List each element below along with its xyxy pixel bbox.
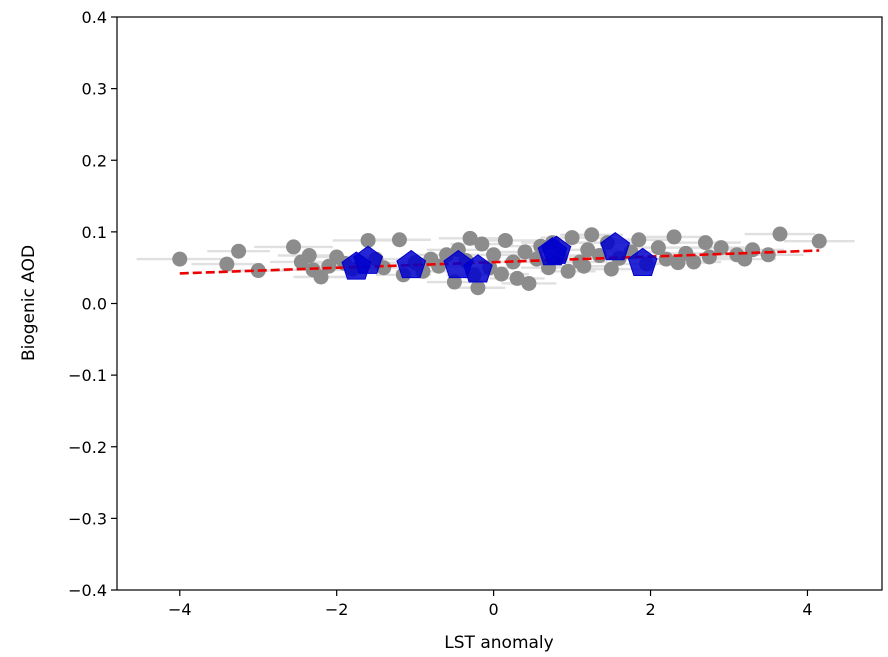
mean-marker xyxy=(396,249,427,279)
data-point xyxy=(431,258,447,274)
data-point xyxy=(521,275,537,291)
data-point xyxy=(666,229,682,245)
x-tick-label: −2 xyxy=(325,600,349,619)
x-tick-label: −4 xyxy=(168,600,192,619)
data-point xyxy=(474,236,490,252)
y-tick-label: 0.1 xyxy=(82,223,107,242)
data-point xyxy=(486,247,502,263)
data-point xyxy=(580,242,596,258)
y-tick-label: 0.0 xyxy=(82,295,107,314)
mean-marker xyxy=(627,247,658,277)
y-tick-label: 0.2 xyxy=(82,151,107,170)
data-point xyxy=(497,232,513,248)
data-point xyxy=(172,251,188,267)
y-tick-label: 0.3 xyxy=(82,80,107,99)
data-point xyxy=(560,263,576,279)
data-point xyxy=(745,242,761,258)
data-point xyxy=(584,227,600,243)
data-point xyxy=(564,230,580,246)
data-point xyxy=(493,266,509,282)
y-tick-label: −0.1 xyxy=(68,366,107,385)
y-axis-ticks: −0.4 −0.3 −0.2 −0.1 0.0 0.1 0.2 0.3 0.4 xyxy=(68,8,117,600)
x-tick-label: 4 xyxy=(802,600,812,619)
y-tick-label: 0.4 xyxy=(82,8,107,27)
x-axis-ticks: −4 −2 0 2 4 xyxy=(168,590,813,619)
data-point xyxy=(576,258,592,274)
fit-line xyxy=(179,249,820,275)
y-tick-label: −0.2 xyxy=(68,438,107,457)
data-point xyxy=(701,249,717,265)
data-point xyxy=(517,244,533,260)
data-point xyxy=(360,232,376,248)
data-point xyxy=(811,233,827,249)
data-point xyxy=(772,226,788,242)
data-point xyxy=(470,280,486,296)
data-point xyxy=(391,232,407,248)
x-tick-label: 2 xyxy=(645,600,655,619)
mean-marker xyxy=(463,254,493,283)
binned-mean-markers xyxy=(341,232,658,283)
data-point xyxy=(760,247,776,263)
data-point xyxy=(231,243,247,259)
data-point xyxy=(603,261,619,277)
data-point xyxy=(650,240,666,256)
data-point xyxy=(462,230,478,246)
data-point xyxy=(219,256,235,272)
data-point xyxy=(697,235,713,251)
data-point xyxy=(286,239,302,255)
data-point xyxy=(313,269,329,285)
data-point xyxy=(686,254,702,270)
y-axis-label: Biogenic AOD xyxy=(19,245,39,361)
x-axis-label: LST anomaly xyxy=(444,633,553,653)
mean-marker xyxy=(541,235,572,264)
data-point xyxy=(301,248,317,264)
y-tick-label: −0.4 xyxy=(68,581,107,600)
data-point xyxy=(509,270,525,286)
y-tick-label: −0.3 xyxy=(68,509,107,528)
mean-marker xyxy=(353,245,383,274)
mean-marker xyxy=(600,232,631,261)
data-point xyxy=(631,232,647,248)
data-point xyxy=(713,240,729,256)
fit-line-layer xyxy=(179,249,820,275)
x-tick-label: 0 xyxy=(489,600,499,619)
data-point xyxy=(446,274,462,290)
